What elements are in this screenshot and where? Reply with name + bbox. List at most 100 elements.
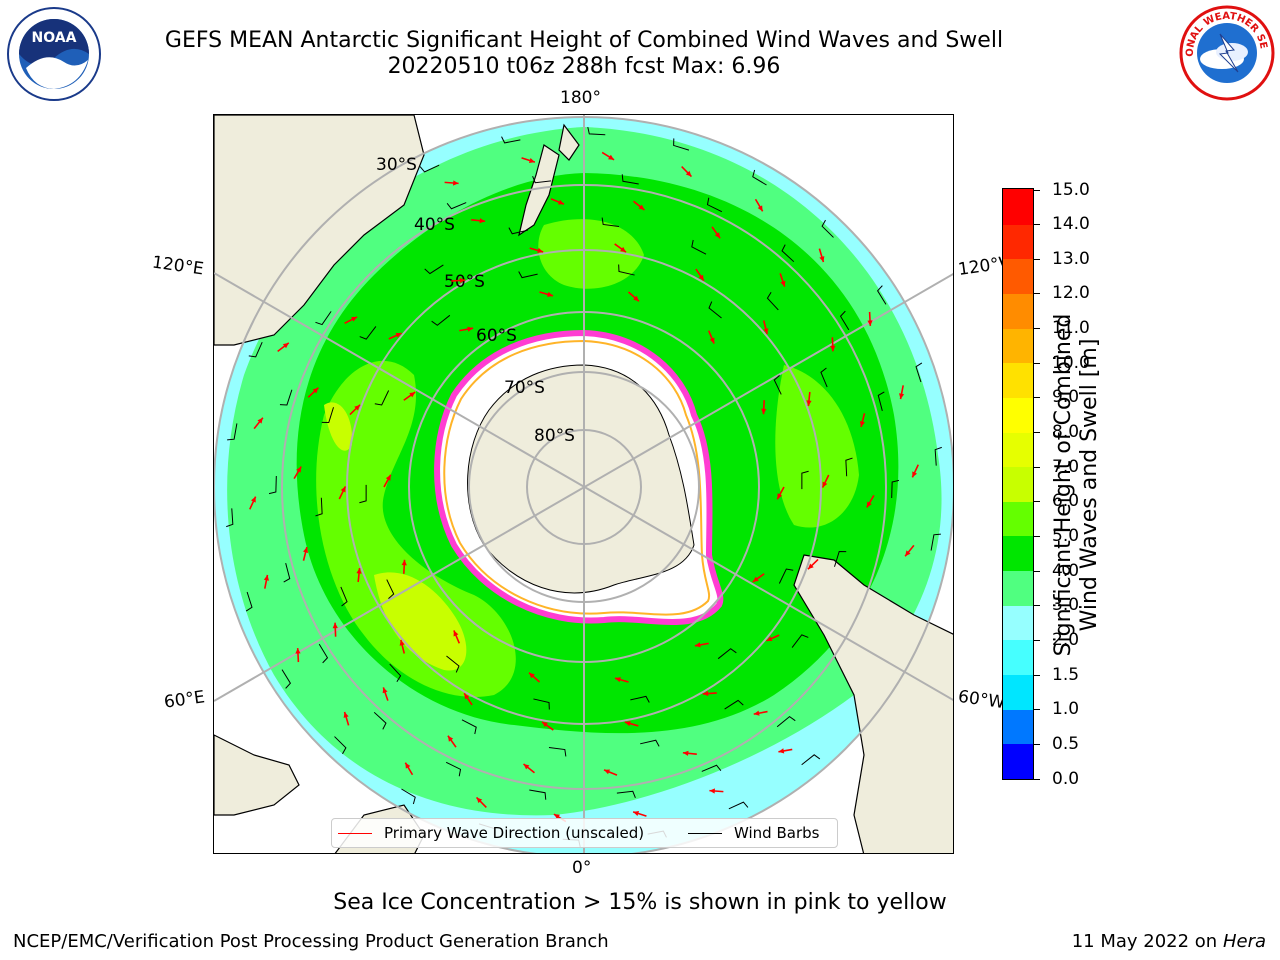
wave-arrow-head <box>405 762 411 769</box>
colorbar-title: Significant Height of Combined Wind Wave… <box>1051 285 1103 685</box>
new-zealand-north <box>558 123 580 161</box>
wave-arrow-head <box>541 721 548 728</box>
lon-label-60w: 60°W <box>956 686 1007 714</box>
colorbar-segment <box>1003 258 1033 294</box>
wave-arrow-head <box>633 811 640 816</box>
lon-label-120e: 120°E <box>150 252 205 280</box>
colorbar-tick-label: 0.0 <box>1052 768 1080 789</box>
wind-barb <box>283 562 291 583</box>
wave-arrow-head <box>476 797 483 804</box>
meridian-60e-120w <box>214 273 953 702</box>
wave-arrow-head <box>340 486 346 493</box>
wave-band-6m <box>374 572 467 671</box>
wave-arrow-head <box>761 408 767 415</box>
wave-arrow-head <box>467 326 474 332</box>
wave-arrow-head <box>766 636 773 641</box>
wind-barb <box>340 586 348 607</box>
wave-arrow-head <box>698 274 704 281</box>
wind-barb <box>446 655 460 673</box>
wind-barb <box>839 310 850 331</box>
wind-barb <box>877 391 885 412</box>
colorbar <box>1002 188 1034 780</box>
legend-item-wave: Primary Wave Direction (unscaled) <box>338 824 644 842</box>
wind-barb <box>268 475 277 495</box>
wind-barb <box>281 669 292 689</box>
wave-arrow-head <box>453 630 459 637</box>
wave-arrow-head <box>529 672 535 679</box>
wind-barb <box>227 423 238 441</box>
wave-arrow-head <box>780 280 786 287</box>
lat-label-50: 50°S <box>444 272 485 292</box>
colorbar-segment <box>1003 327 1033 364</box>
colorbar-tick-label: 2.0 <box>1052 629 1080 650</box>
wave-arrow-head <box>620 246 627 253</box>
wind-barb <box>431 314 451 326</box>
antarctic-ice <box>434 329 724 625</box>
wind-barb <box>508 227 528 235</box>
colorbar-tick <box>1034 709 1040 711</box>
colorbar-tick-label: 13.0 <box>1052 248 1090 269</box>
colorbar-tick-label: 7.0 <box>1052 456 1080 477</box>
wave-arrow-head <box>905 550 911 557</box>
colorbar-segment <box>1003 639 1033 676</box>
colorbar-segment <box>1003 708 1033 745</box>
lon-label-180: 180° <box>560 88 601 108</box>
wind-barb <box>801 754 821 766</box>
colorbar-tick <box>1034 224 1040 226</box>
noaa-logo: NOAA <box>7 7 101 101</box>
colorbar-segment <box>1003 674 1033 710</box>
wave-arrow-head <box>867 320 873 326</box>
wind-barb <box>532 176 552 184</box>
colorbar-tick <box>1034 293 1040 295</box>
legend-wind-line <box>688 832 722 834</box>
wave-arrow-head <box>778 748 785 754</box>
colorbar-segment <box>1003 396 1033 433</box>
wind-barb <box>630 695 650 703</box>
colorbar-tick-label: 0.5 <box>1052 733 1080 754</box>
wave-arrow-head <box>528 158 535 163</box>
colorbar-tick <box>1034 397 1040 399</box>
noaa-logo-text: NOAA <box>32 30 77 46</box>
wave-arrow-head <box>912 471 918 478</box>
lat-label-60: 60°S <box>476 326 517 346</box>
antarctica-land <box>467 364 695 594</box>
colorbar-tick-label: 10.0 <box>1052 352 1090 373</box>
wind-barb <box>386 579 395 599</box>
colorbar-tick-label: 15.0 <box>1052 179 1090 200</box>
graticule <box>214 115 953 853</box>
wind-barb <box>778 568 794 584</box>
lat-label-80: 80°S <box>534 426 575 446</box>
wind-barb <box>529 789 547 800</box>
wave-arrow-head <box>633 295 639 302</box>
wave-arrow-head <box>547 291 553 297</box>
colorbar-tick-label: 1.5 <box>1052 664 1080 685</box>
wave-arrow-head <box>296 466 302 473</box>
wave-arrow-head <box>479 218 486 224</box>
colorbar-tick-label: 3.0 <box>1052 595 1080 616</box>
colorbar-tick-label: 12.0 <box>1052 283 1090 304</box>
wave-arrow-head <box>714 232 721 239</box>
wave-arrow-head <box>295 648 301 654</box>
wave-arrow-head <box>312 387 319 394</box>
wind-barb <box>915 362 923 383</box>
wave-arrow-head <box>819 256 825 263</box>
colorbar-tick <box>1034 432 1040 434</box>
wind-barb <box>533 698 550 710</box>
sea-ice-note: Sea Ice Concentration > 15% is shown in … <box>333 890 947 915</box>
wave-direction-arrows <box>249 151 919 823</box>
colorbar-tick <box>1034 778 1040 780</box>
south-america-land <box>793 554 953 853</box>
wave-arrow-head <box>351 316 358 322</box>
colorbar-segment <box>1003 743 1033 779</box>
colorbar-segment <box>1003 362 1033 398</box>
colorbar-tick <box>1034 328 1040 330</box>
wave-arrow-head <box>395 333 402 338</box>
legend-wave-label: Primary Wave Direction (unscaled) <box>384 824 645 842</box>
wave-arrow-head <box>777 493 783 500</box>
colorbar-segment <box>1003 292 1033 329</box>
wind-barb <box>766 291 779 311</box>
wave-arrow-head <box>757 205 763 212</box>
colorbar-tick-label: 4.0 <box>1052 560 1080 581</box>
wave-arrow-head <box>453 180 459 186</box>
lon-label-0: 0° <box>572 858 592 878</box>
